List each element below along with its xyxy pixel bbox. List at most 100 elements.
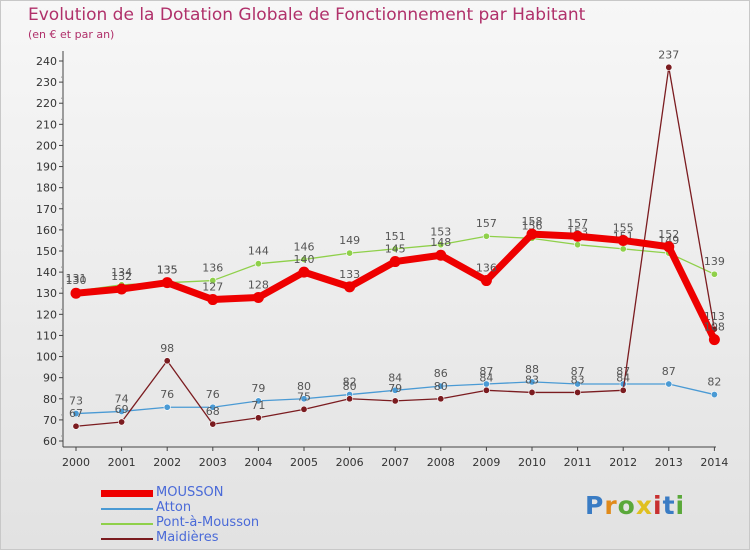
data-point-maidi-res: [619, 386, 627, 394]
data-point-maidi-res: [300, 405, 308, 413]
legend-swatch: [101, 490, 153, 497]
x-tick-label: 2003: [199, 456, 227, 469]
data-label-atton: 87: [479, 365, 493, 378]
logo-letter: i: [653, 491, 663, 520]
data-label-mousson: 158: [522, 215, 543, 228]
data-point-pont-mousson: [300, 255, 308, 263]
data-point-atton: [254, 397, 262, 405]
x-tick-label: 2013: [655, 456, 683, 469]
data-point-maidi-res: [163, 357, 171, 365]
logo-letter: i: [675, 491, 686, 520]
y-tick-label: 100: [36, 351, 57, 364]
data-label-maidi-res: 98: [160, 342, 174, 355]
data-label-maidi-res: 71: [251, 399, 265, 412]
y-tick-label: 90: [43, 372, 57, 385]
data-point-maidi-res: [346, 395, 354, 403]
data-point-pont-mousson: [346, 249, 354, 257]
data-label-atton: 82: [343, 376, 357, 389]
data-label-pont-mousson: 136: [202, 262, 223, 275]
legend-label: MOUSSON: [156, 485, 224, 500]
y-tick-label: 240: [36, 55, 57, 68]
data-point-atton: [163, 403, 171, 411]
proxiti-logo: Proxiti: [585, 491, 685, 520]
y-tick-label: 200: [36, 139, 57, 152]
x-tick-label: 2010: [518, 456, 546, 469]
data-label-atton: 74: [115, 392, 129, 405]
data-label-maidi-res: 84: [616, 371, 630, 384]
data-point-mousson: [298, 266, 310, 278]
x-tick-label: 2000: [62, 456, 90, 469]
data-label-mousson: 130: [66, 274, 87, 287]
data-label-atton: 73: [69, 395, 83, 408]
data-label-maidi-res: 237: [658, 48, 679, 61]
data-label-mousson: 148: [430, 236, 451, 249]
x-tick-label: 2004: [244, 456, 272, 469]
data-point-mousson: [389, 256, 401, 268]
data-label-maidi-res: 79: [388, 382, 402, 395]
x-tick-label: 2002: [153, 456, 181, 469]
data-label-maidi-res: 80: [343, 380, 357, 393]
data-label-maidi-res: 83: [571, 373, 585, 386]
data-label-mousson: 127: [202, 281, 223, 294]
y-tick-label: 80: [43, 393, 57, 406]
data-point-maidi-res: [391, 397, 399, 405]
y-tick-label: 60: [43, 435, 57, 448]
y-tick-label: 160: [36, 224, 57, 237]
y-tick-label: 210: [36, 118, 57, 131]
data-label-atton: 87: [662, 365, 676, 378]
data-point-pont-mousson: [710, 270, 718, 278]
data-point-pont-mousson: [482, 232, 490, 240]
legend-label: Pont-à-Mousson: [156, 515, 260, 530]
data-point-atton: [391, 386, 399, 394]
data-label-maidi-res: 80: [434, 380, 448, 393]
data-label-maidi-res: 113: [704, 310, 725, 323]
data-label-mousson: 157: [567, 217, 588, 230]
data-label-pont-mousson: 135: [157, 264, 178, 277]
data-point-pont-mousson: [254, 260, 262, 268]
data-label-maidi-res: 69: [115, 403, 129, 416]
data-point-mousson: [617, 234, 629, 246]
data-label-pont-mousson: 156: [522, 219, 543, 232]
logo-letter: P: [585, 491, 605, 520]
data-label-atton: 86: [434, 367, 448, 380]
data-point-maidi-res: [118, 418, 126, 426]
y-tick-label: 130: [36, 287, 57, 300]
data-label-maidi-res: 83: [525, 373, 539, 386]
data-label-mousson: 133: [339, 268, 360, 281]
x-tick-label: 2005: [290, 456, 318, 469]
data-label-pont-mousson: 146: [294, 240, 315, 253]
logo-letter: x: [635, 491, 653, 520]
data-label-mousson: 128: [248, 278, 269, 291]
data-point-mousson: [572, 230, 584, 242]
data-label-mousson: 132: [111, 270, 132, 283]
data-point-mousson: [708, 334, 720, 346]
data-label-pont-mousson: 151: [385, 230, 406, 243]
x-tick-label: 2009: [472, 456, 500, 469]
y-tick-label: 180: [36, 182, 57, 195]
x-tick-label: 2011: [564, 456, 592, 469]
data-point-atton: [300, 395, 308, 403]
legend-label: Maidières: [156, 530, 219, 545]
data-point-atton: [528, 378, 536, 386]
legend-label: Atton: [156, 500, 192, 515]
data-label-pont-mousson: 134: [111, 266, 132, 279]
data-label-atton: 82: [707, 376, 721, 389]
data-label-mousson: 135: [157, 264, 178, 277]
data-point-maidi-res: [482, 386, 490, 394]
data-label-atton: 84: [388, 371, 402, 384]
data-label-atton: 87: [571, 365, 585, 378]
data-label-mousson: 155: [613, 221, 634, 234]
legend-swatch: [101, 522, 153, 525]
data-label-maidi-res: 68: [206, 405, 220, 418]
y-tick-label: 110: [36, 329, 57, 342]
data-point-atton: [574, 380, 582, 388]
y-tick-label: 220: [36, 97, 57, 110]
data-label-mousson: 136: [476, 262, 497, 275]
y-tick-label: 230: [36, 76, 57, 89]
data-point-maidi-res: [209, 420, 217, 428]
data-point-pont-mousson: [574, 241, 582, 249]
data-point-mousson: [116, 283, 128, 295]
y-tick-label: 140: [36, 266, 57, 279]
data-label-mousson: 108: [704, 321, 725, 334]
data-label-atton: 80: [297, 380, 311, 393]
